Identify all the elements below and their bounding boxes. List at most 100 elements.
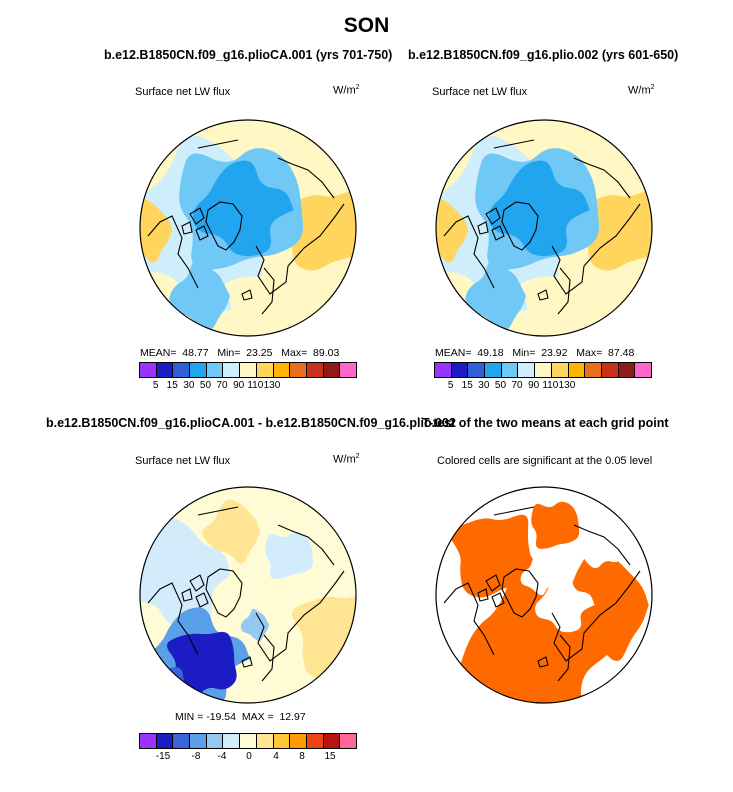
colorbar-swatch [635,363,651,377]
colorbar-swatch [535,363,552,377]
panel1-colorbar [139,362,357,378]
panel4-polar-map [435,486,653,704]
field-contour-fill [549,551,649,662]
colorbar-swatch [156,734,174,748]
colorbar-swatch [601,363,619,377]
panel3-colorbar [139,733,357,749]
colorbar-tick-label: 70 [511,380,523,391]
coastline [195,592,209,608]
field-contour-fill [450,514,540,598]
map-boundary [139,119,357,337]
map-field [140,487,356,703]
coastlines [147,506,345,682]
colorbar-swatch [256,363,274,377]
colorbar-swatch [223,363,241,377]
field-contour-fill [535,575,595,633]
colorbar-swatch [323,363,341,377]
colorbar-swatch [190,734,207,748]
colorbar-tick-label: 5 [152,380,159,391]
panel4-title: T-test of the two means at each grid poi… [422,416,669,430]
coastline [443,215,495,289]
coastline [557,634,571,682]
colorbar-swatch [290,734,307,748]
colorbar-swatch [190,363,207,377]
field-contour-fill [465,261,527,331]
coastline [261,267,275,315]
panel2-stats: MEAN= 49.18 Min= 23.92 Max= 87.48 [435,347,635,359]
panel1-title: b.e12.B1850CN.f09_g16.plioCA.001 (yrs 70… [104,48,393,62]
coastline [181,588,193,602]
coastline [277,524,335,566]
coastline [147,582,199,656]
colorbar-swatch [501,363,519,377]
field-contour-fill [292,592,356,680]
field-contour-fill [265,531,314,579]
coastline [493,506,535,516]
colorbar-swatch [551,363,569,377]
coastline [491,225,505,241]
coastline [485,207,501,225]
coastline [573,157,631,199]
coastlines [443,506,641,682]
field-contour-fill [140,198,173,263]
coastline [197,139,239,149]
coastline [189,207,205,225]
field-contour-fill [489,160,590,257]
colorbar-swatch [568,363,586,377]
map-boundary [435,119,653,337]
coastline [205,568,243,618]
colorbar-tick-label: -8 [191,751,201,762]
panel3-title: b.e12.B1850CN.f09_g16.plioCA.001 - b.e12… [46,416,456,430]
colorbar-swatch [468,363,486,377]
colorbar-swatch [306,734,324,748]
figure-title: SON [343,14,390,37]
colorbar-swatch [518,363,536,377]
map-field [140,120,356,336]
field-contour-fill [282,191,356,271]
colorbar-swatch [485,363,502,377]
colorbar-swatch [206,734,224,748]
colorbar-swatch [140,363,157,377]
coastline [255,203,345,295]
colorbar-swatch [173,734,191,748]
colorbar-swatch [273,363,291,377]
coastline [197,506,239,516]
panel3-polar-map [139,486,357,704]
coastline [501,201,539,251]
colorbar-tick-label: 0 [246,751,252,762]
coastline [477,221,489,235]
field-contour-fill [436,198,469,263]
colorbar-swatch [140,734,157,748]
colorbar-swatch [323,734,341,748]
coastline [241,656,253,668]
coastline [551,203,641,295]
coastline [557,267,571,315]
colorbar-swatch [306,363,324,377]
coastline [241,289,253,301]
colorbar-tick-label: 15 [324,751,336,762]
map-boundary [139,486,357,704]
coastline [573,524,631,566]
colorbar-tick-label: 8 [299,751,305,762]
field-contour-fill [169,261,231,331]
colorbar-swatch [206,363,224,377]
colorbar-swatch [156,363,174,377]
panel2-colorbar [434,362,652,378]
field-contour-fill [202,499,261,564]
colorbar-swatch [240,363,257,377]
colorbar-tick-label: 15 [166,380,178,391]
colorbar-tick-label: 30 [183,380,195,391]
colorbar-tick-label: 110 [542,380,559,391]
panel1-subtitle: Surface net LW flux [135,86,231,98]
colorbar-swatch [340,363,356,377]
field-contour-fill [519,274,585,336]
coastline [485,574,501,592]
coastline [255,570,345,662]
map-boundary [435,486,653,704]
colorbar-swatch [585,363,602,377]
coastline [443,582,495,656]
colorbar-tick-label: 4 [273,751,279,762]
colorbar-tick-label: 90 [528,380,540,391]
field-contour-fill [223,274,289,336]
coastlines [147,139,345,315]
